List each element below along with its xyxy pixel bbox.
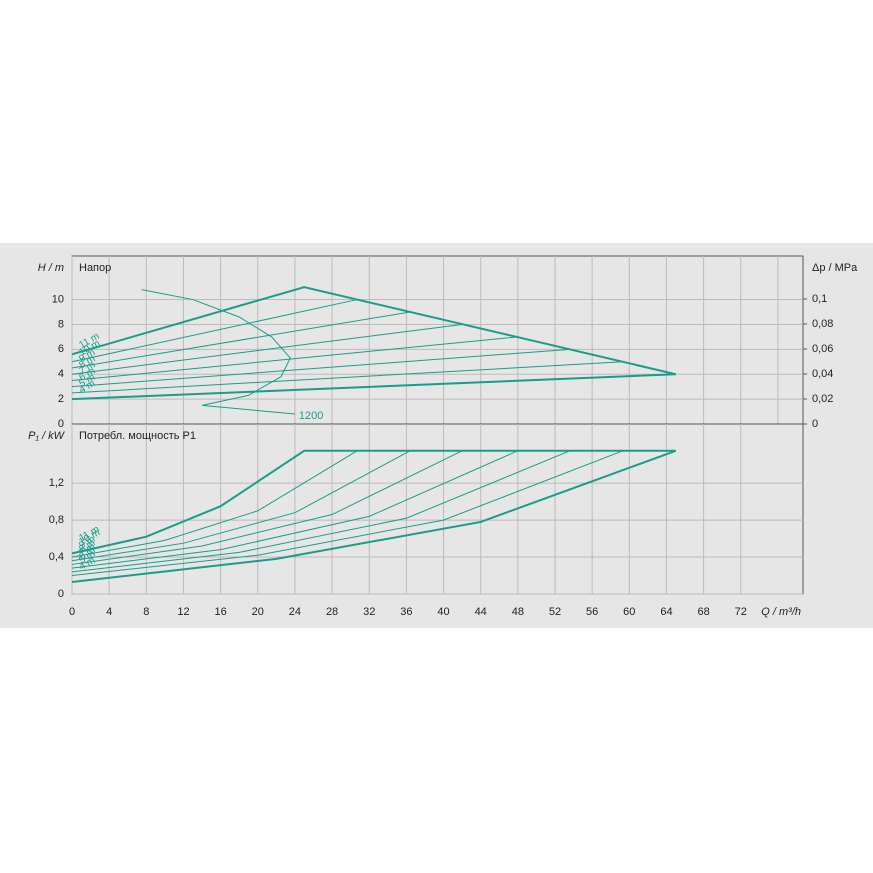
y-tick-label: 0,4 — [49, 551, 64, 563]
curve — [71, 450, 571, 573]
curve — [71, 450, 411, 562]
x-tick-label: 20 — [252, 606, 264, 618]
curve — [141, 289, 295, 415]
x-tick-label: 48 — [512, 606, 524, 618]
y2-tick-label: 0,06 — [812, 343, 833, 355]
curve — [71, 450, 519, 569]
chart-title: Потребл. мощность P1 — [79, 430, 196, 442]
x-tick-label: 32 — [363, 606, 375, 618]
chart-title: Напор — [79, 262, 111, 274]
x-tick-label: 24 — [289, 606, 301, 618]
x-tick-label: 56 — [586, 606, 598, 618]
y2-tick-label: 0,1 — [812, 293, 827, 305]
y-tick-label: 0 — [58, 588, 64, 600]
x-axis-label: Q / m³/h — [761, 606, 801, 618]
y-tick-label: 1,2 — [49, 477, 64, 489]
x-tick-label: 28 — [326, 606, 338, 618]
x-tick-label: 0 — [69, 606, 75, 618]
y-tick-label: 0,8 — [49, 514, 64, 526]
x-tick-label: 64 — [660, 606, 672, 618]
y-tick-label: 6 — [58, 343, 64, 355]
y2-tick-label: 0 — [812, 418, 818, 430]
y-tick-label: 0 — [58, 418, 64, 430]
y2-tick-label: 0,08 — [812, 318, 833, 330]
curve — [71, 449, 676, 555]
x-tick-label: 8 — [143, 606, 149, 618]
y2-axis-label: Δp / MPa — [812, 262, 858, 274]
curve — [71, 449, 677, 583]
x-tick-label: 68 — [697, 606, 709, 618]
curve — [71, 348, 570, 388]
x-tick-label: 60 — [623, 606, 635, 618]
x-tick-label: 4 — [106, 606, 112, 618]
curve — [71, 336, 518, 381]
x-tick-label: 16 — [214, 606, 226, 618]
y-tick-label: 10 — [52, 293, 64, 305]
y-axis-label: P₁ / kW — [28, 430, 65, 442]
curve — [71, 373, 676, 401]
x-tick-label: 40 — [437, 606, 449, 618]
y-tick-label: 4 — [58, 368, 64, 380]
y2-tick-label: 0,04 — [812, 368, 833, 380]
curve — [71, 299, 358, 363]
curve-label: 1200 — [299, 410, 323, 422]
y-tick-label: 2 — [58, 393, 64, 405]
y-axis-label: H / m — [38, 262, 64, 274]
plot-area — [71, 423, 804, 595]
curve — [71, 311, 411, 369]
x-tick-label: 36 — [400, 606, 412, 618]
x-tick-label: 12 — [177, 606, 189, 618]
curve — [71, 323, 463, 375]
curve — [71, 450, 463, 565]
y-tick-label: 8 — [58, 318, 64, 330]
curve — [71, 450, 358, 558]
curve — [71, 286, 676, 376]
plot-area — [71, 255, 804, 425]
x-tick-label: 44 — [475, 606, 487, 618]
x-tick-label: 52 — [549, 606, 561, 618]
x-tick-label: 72 — [735, 606, 747, 618]
curve — [71, 450, 623, 577]
curve — [71, 361, 623, 394]
y2-tick-label: 0,02 — [812, 393, 833, 405]
